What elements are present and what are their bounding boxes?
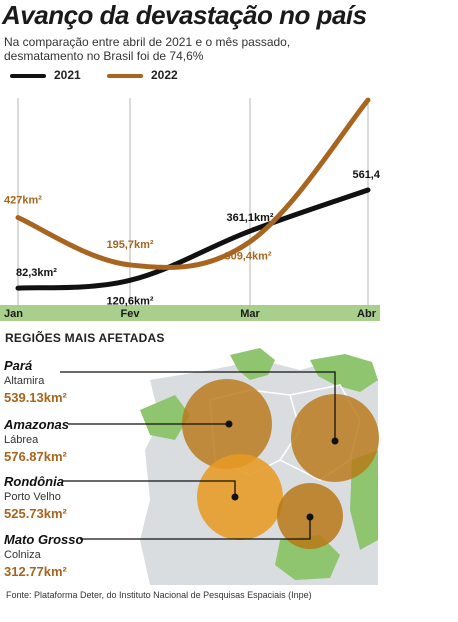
region-area: 525.73km² [4, 506, 67, 521]
region-city: Colniza [4, 549, 41, 561]
region-state: Rondônia [4, 474, 64, 489]
page-title: Avanço da devastação no país [2, 0, 367, 30]
line-chart: 82,3km² 120,6km² 361,1km² 561,4km² 427km² 195… [0, 90, 380, 321]
source-note: Fonte: Plataforma Deter, do Instituto Na… [6, 590, 312, 600]
region-city: Altamira [4, 375, 45, 387]
region-area: 576.87km² [4, 449, 67, 464]
map-forest-west [140, 395, 190, 440]
legend-label-2022: 2022 [151, 68, 178, 82]
tick-label-jan: Jan [4, 308, 23, 320]
legend-label-2021: 2021 [54, 68, 81, 82]
marker-mato-grosso [306, 513, 314, 521]
regions-title: REGIÕES MAIS AFETADAS [5, 331, 165, 345]
data-label-2022-abr: 1.000,8km² [340, 90, 380, 91]
legend-swatch-2021 [10, 73, 46, 78]
hotspot-rondonia [197, 454, 283, 540]
region-mato-grosso: Mato Grosso Colniza 312.77km² [4, 532, 144, 579]
region-state: Mato Grosso [4, 532, 84, 547]
leader-mato-grosso [80, 517, 311, 540]
marker-amazonas [225, 420, 233, 428]
legend-item-2022: 2022 [107, 68, 178, 82]
series-line-2021 [15, 187, 371, 291]
tick-label-mar: Mar [240, 308, 260, 320]
brazil-map [60, 348, 379, 585]
region-city: Lábrea [4, 434, 39, 446]
marker-para [331, 437, 339, 445]
region-state: Amazonas [4, 417, 70, 432]
data-label-2022-jan: 427km² [4, 195, 42, 207]
map-forest-south [275, 535, 340, 580]
region-state: Pará [4, 358, 33, 373]
leader-rondonia [62, 480, 236, 497]
map-forest-northeast [310, 354, 378, 392]
tick-label-abr: Abr [357, 308, 377, 320]
region-amazonas: Amazonas Lábrea 576.87km² [4, 417, 144, 464]
region-city: Porto Velho [4, 491, 61, 503]
data-label-2021-fev: 120,6km² [106, 295, 153, 307]
data-label-2022-fev: 195,7km² [106, 239, 153, 251]
series-line-2022 [15, 97, 371, 270]
page-subtitle: Na comparação entre abril de 2021 e o mê… [4, 35, 291, 63]
x-axis-band [0, 305, 380, 321]
tick-label-fev: Fev [121, 308, 141, 320]
legend-item-2021: 2021 [10, 68, 81, 82]
marker-rondonia [231, 493, 239, 501]
leader-para [60, 371, 336, 440]
data-label-2021-mar: 361,1km² [226, 212, 273, 224]
region-area: 539.13km² [4, 390, 67, 405]
data-label-2021-jan: 82,3km² [16, 267, 57, 279]
data-label-2022-mar: 309,4km² [224, 251, 271, 263]
region-rondonia: Rondônia Porto Velho 525.73km² [4, 474, 144, 521]
region-para: Pará Altamira 539.13km² [4, 358, 144, 405]
data-label-2021-abr: 561,4km² [352, 169, 380, 181]
legend-swatch-2022 [107, 73, 143, 78]
region-area: 312.77km² [4, 564, 67, 579]
